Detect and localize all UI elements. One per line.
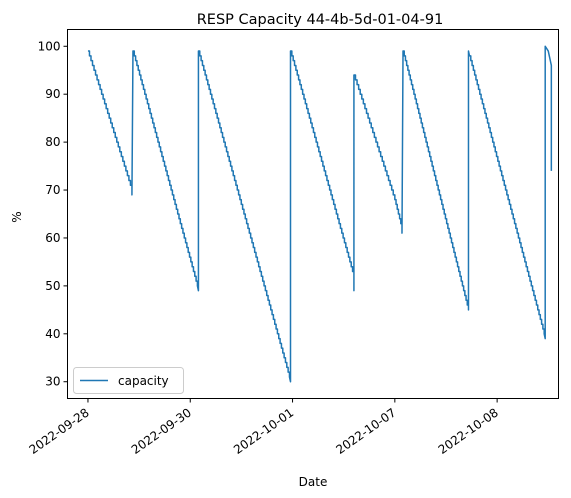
y-tick-label: 30 — [45, 375, 60, 389]
x-tick-label: 2022-09-30 — [129, 405, 194, 456]
y-tick-label: 100 — [38, 39, 61, 53]
y-tick-label: 60 — [45, 231, 60, 245]
y-axis: 30 40 50 60 70 80 90 100 — [38, 39, 68, 389]
chart-title: RESP Capacity 44-4b-5d-01-04-91 — [197, 12, 444, 28]
x-axis: 2022-09-28 2022-09-30 2022-10-01 2022-10-07… — [27, 398, 501, 457]
x-tick-label: 2022-09-28 — [27, 405, 92, 456]
y-tick-label: 40 — [45, 327, 60, 341]
y-tick-label: 70 — [45, 183, 60, 197]
y-axis-label: % — [10, 211, 24, 222]
legend: capacity — [73, 367, 184, 394]
legend-label-capacity: capacity — [118, 374, 169, 388]
x-axis-label: Date — [299, 475, 328, 489]
legend-box — [73, 367, 184, 394]
y-tick-label: 50 — [45, 279, 60, 293]
x-tick-label: 2022-10-08 — [436, 405, 501, 456]
x-tick-label: 2022-10-01 — [231, 405, 296, 456]
capacity-series-line — [87, 45, 553, 383]
y-tick-label: 80 — [45, 135, 60, 149]
x-tick-label: 2022-10-07 — [333, 405, 398, 456]
plot-area — [67, 29, 559, 399]
y-tick-label: 90 — [45, 87, 60, 101]
